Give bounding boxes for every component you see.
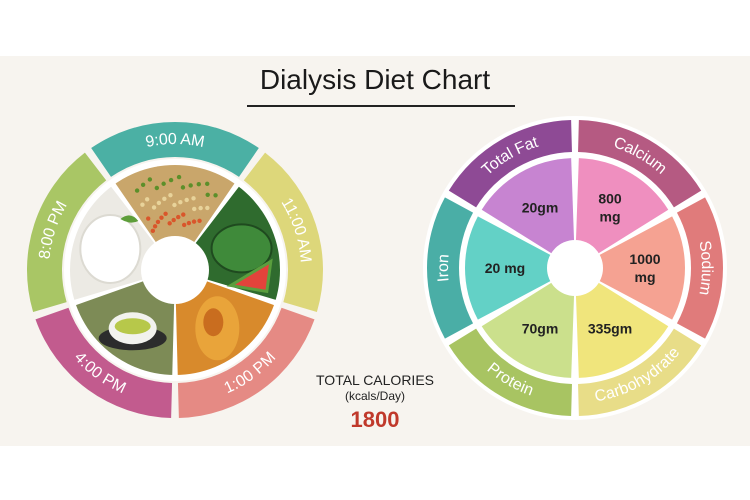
nutrient-value-wedge-total-fat	[481, 158, 575, 268]
total-calories-block: TOTAL CALORIES (kcals/Day) 1800	[290, 372, 460, 433]
food-photo-green-tea	[71, 270, 175, 375]
total-calories-label: TOTAL CALORIES	[316, 372, 434, 388]
nutrient-value-wedge-sodium	[575, 216, 685, 320]
nutrient-segment-protein	[448, 328, 572, 416]
nutrient-value-label: 335gm	[588, 321, 632, 337]
nutrient-value-wedge-carbohydrate	[575, 268, 669, 378]
nutrient-value-label: 1000 mg	[629, 251, 660, 285]
nutrient-segment-total-fat	[448, 120, 572, 208]
title-underline	[247, 105, 515, 107]
meal-segment-400pm	[35, 307, 173, 418]
nutrient-segment-iron	[427, 197, 474, 339]
nutrient-value-wedge-iron	[465, 216, 575, 320]
nutrient-segment-carbohydrate	[578, 328, 702, 416]
meal-segment-800pm	[27, 152, 107, 313]
nutrient-name-label: Sodium	[695, 240, 715, 297]
nutrient-value-wedge-protein	[481, 268, 575, 378]
nutrient-wheel-hub	[547, 240, 603, 296]
meal-time-label: 9:00 AM	[144, 131, 206, 151]
page-title: Dialysis Diet Chart	[259, 64, 491, 95]
nutrient-name-label: Iron	[435, 254, 453, 283]
meal-segment-100pm	[177, 307, 315, 418]
nutrient-value-label: 800 mg	[598, 190, 622, 224]
nutrient-value-label: 20gm	[522, 199, 559, 215]
meal-segment-900am	[91, 122, 259, 177]
nutrient-value-wedge-calcium	[575, 158, 669, 268]
food-photos	[70, 165, 280, 375]
total-calories-unit: (kcals/Day)	[344, 389, 405, 403]
meal-segment-1100am	[243, 152, 323, 313]
nutrient-segment-sodium	[676, 197, 723, 339]
nutrient-value-label: 70gm	[522, 321, 559, 337]
food-photo-fish-curry	[175, 270, 279, 375]
total-calories-value: 1800	[350, 407, 400, 432]
food-photo-fried-rice	[112, 165, 238, 270]
nutrient-segment-calcium	[578, 120, 702, 208]
nutrient-value-label: 20 mg	[485, 260, 525, 276]
meal-wheel-hub	[141, 236, 209, 304]
